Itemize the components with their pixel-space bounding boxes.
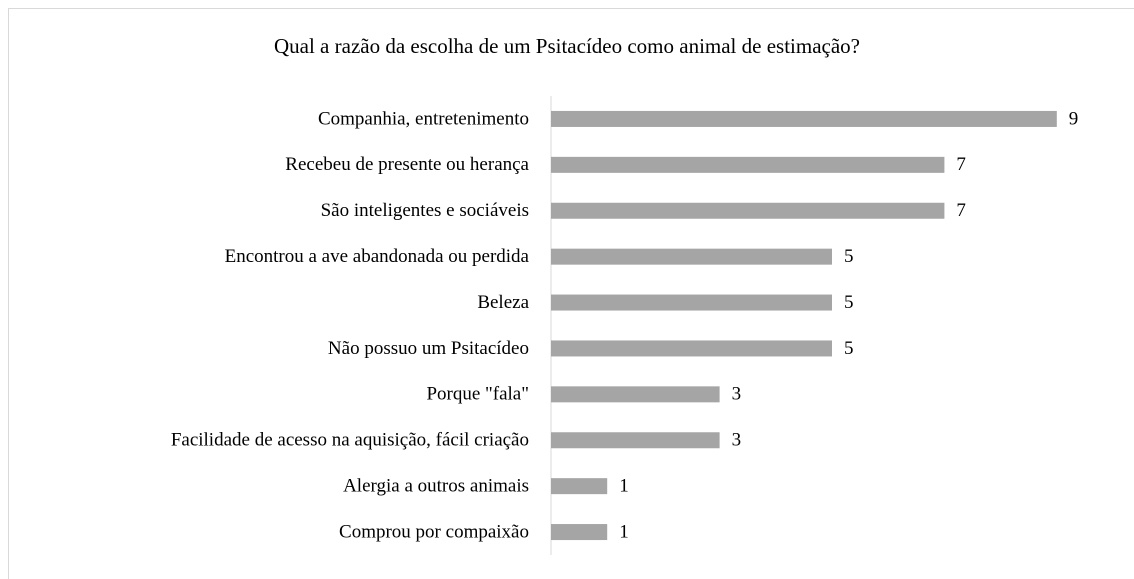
value-label: 7 (956, 154, 966, 175)
value-label: 5 (844, 338, 854, 359)
value-label: 5 (844, 292, 854, 313)
y-tick-label: Encontrou a ave abandonada ou perdida (225, 246, 530, 267)
value-label: 3 (732, 430, 742, 451)
y-tick-label: Recebeu de presente ou herança (285, 154, 529, 175)
value-label: 5 (844, 246, 854, 267)
bar (551, 110, 1057, 127)
bar (551, 524, 608, 541)
y-tick-label: Beleza (477, 292, 529, 313)
value-label: 7 (956, 200, 966, 221)
y-tick-label: Não possuo um Psitacídeo (328, 338, 529, 359)
y-tick-label: Alergia a outros animais (343, 476, 529, 497)
bar (551, 340, 832, 357)
y-tick-label: São inteligentes e sociáveis (321, 200, 529, 221)
bar (551, 248, 832, 265)
y-tick-label: Comprou por compaixão (339, 521, 529, 542)
bar (551, 202, 945, 219)
y-tick-label: Porque "fala" (426, 384, 529, 405)
bar (551, 478, 608, 495)
bar (551, 386, 720, 403)
y-tick-label: Companhia, entretenimento (318, 108, 529, 129)
bar (551, 156, 945, 173)
bar (551, 432, 720, 449)
chart-title: Qual a razão da escolha de um Psitacídeo… (274, 34, 860, 58)
value-label: 9 (1069, 108, 1079, 129)
value-label: 1 (619, 521, 629, 542)
y-tick-label: Facilidade de acesso na aquisição, fácil… (171, 430, 529, 451)
value-label: 1 (619, 476, 629, 497)
value-label: 3 (732, 384, 742, 405)
bar (551, 294, 832, 311)
